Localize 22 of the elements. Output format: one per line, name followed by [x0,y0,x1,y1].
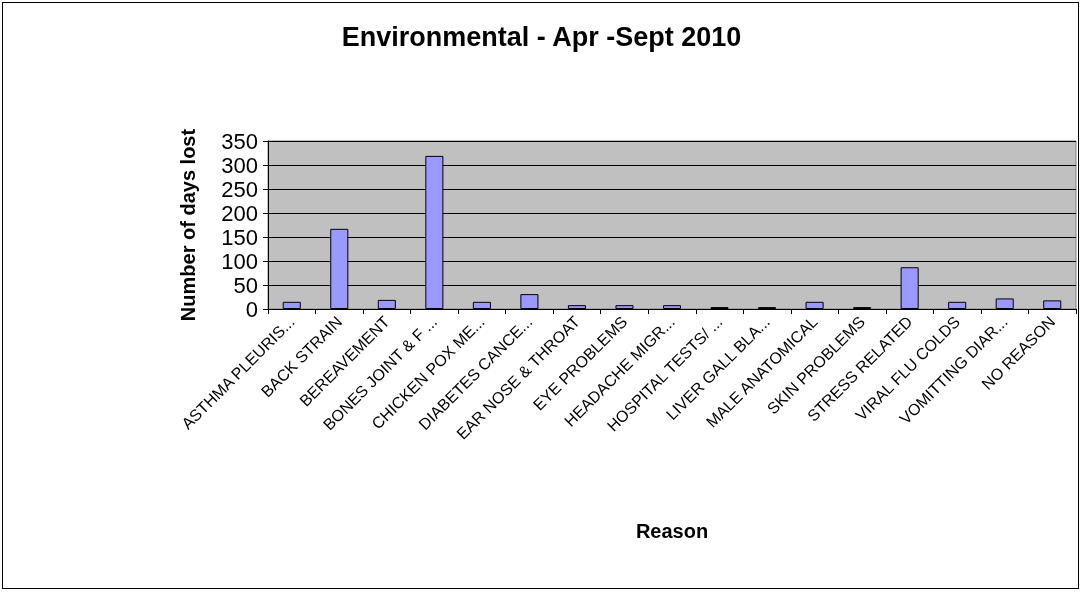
y-axis-title: Number of days lost [177,128,199,322]
y-tick-label: 150 [221,224,258,250]
bar [615,305,634,309]
bar [472,301,491,309]
bar [1043,300,1062,309]
y-tick-label: 200 [221,200,258,226]
bar [567,305,586,309]
y-tick-label: 50 [233,272,258,298]
bar [948,301,967,309]
x-axis-title: Reason [635,520,709,542]
y-tick-label: 300 [221,152,258,178]
bar [520,294,539,309]
bar [377,299,396,309]
bar [805,301,824,309]
chart-title: Environmental - Apr -Sept 2010 [341,21,742,52]
y-tick-label: 250 [221,176,258,202]
y-tick-label: 100 [221,248,258,274]
bar [662,305,682,309]
bar [995,298,1014,309]
y-tick-label: 0 [245,296,258,322]
bar [282,301,301,309]
y-tick-label: 350 [221,128,258,154]
